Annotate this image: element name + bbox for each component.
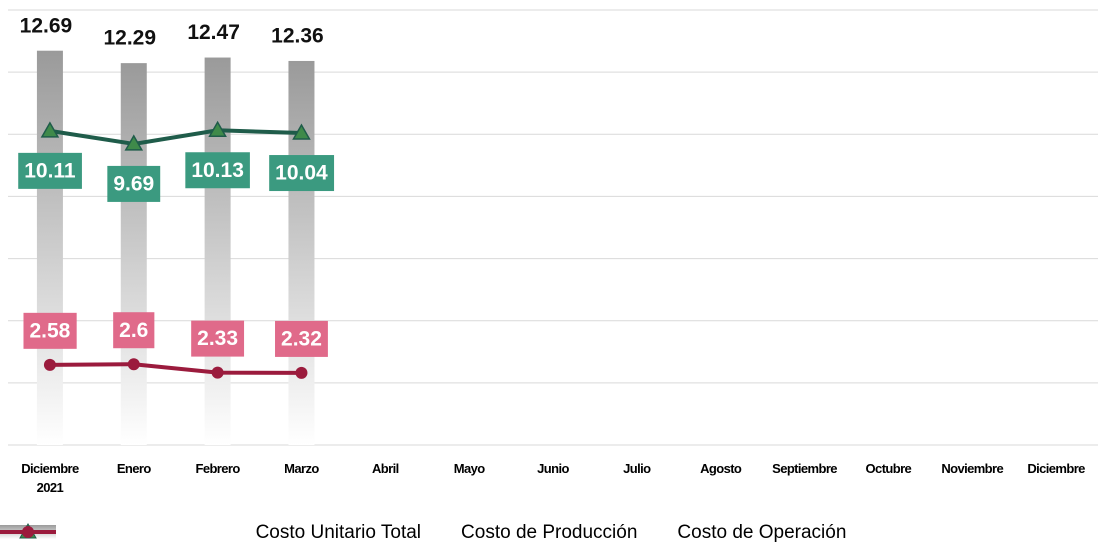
data-label-box (113, 312, 155, 349)
x-tick-label: Octubre (865, 461, 912, 476)
marker (40, 121, 60, 138)
bar (36, 50, 63, 445)
x-tick-label: Marzo (284, 461, 319, 476)
bar (288, 60, 315, 445)
marker (292, 123, 311, 140)
line (49, 362, 302, 375)
data-label-box (185, 152, 250, 189)
x-tick-label: Diciembre 2021 (21, 461, 79, 495)
legend-swatch (0, 526, 56, 538)
marker (124, 134, 144, 151)
legend: Costo Unitario Total Costo de Producción… (0, 522, 1102, 544)
legend-swatch (22, 526, 34, 538)
data-label: 12.47 (187, 21, 240, 44)
data-label: 2.6 (119, 319, 148, 342)
marker (127, 358, 140, 371)
data-label: 10.13 (191, 159, 244, 182)
legend-item: Costo de Operación (0, 522, 847, 544)
legend-item: Costo Unitario Total (0, 522, 422, 544)
data-label: 2.32 (281, 327, 322, 350)
x-tick-label: Diciembre (1027, 461, 1085, 476)
marker (43, 358, 56, 371)
x-tick-label: Abril (371, 461, 399, 476)
data-label-box (18, 152, 82, 189)
data-label: 10.11 (24, 159, 76, 182)
x-tick-label: Julio (623, 461, 651, 476)
x-tick-label: Mayo (453, 461, 485, 476)
legend-item: Costo de Producción (0, 522, 638, 544)
marker (211, 366, 224, 379)
data-label: 12.29 (103, 27, 156, 50)
data-label-box (269, 155, 335, 192)
line (49, 128, 302, 146)
data-label: 2.33 (197, 327, 238, 350)
x-tick-label: Enero (116, 461, 151, 476)
bar (204, 57, 231, 446)
bar (120, 63, 147, 445)
data-label-box (107, 165, 161, 202)
marker (208, 120, 227, 137)
data-label-box (191, 320, 245, 357)
x-tick-label: Febrero (195, 461, 241, 476)
data-label: 12.36 (271, 25, 324, 48)
data-label-box (275, 320, 328, 357)
data-label: 9.69 (113, 172, 154, 195)
x-tick-label: Septiembre (772, 461, 837, 476)
data-label-box (23, 312, 77, 349)
x-tick-label: Agosto (700, 461, 742, 476)
legend-label: Costo de Producción (461, 522, 638, 543)
legend-label: Costo de Operación (677, 522, 847, 543)
x-tick-label: Noviembre (941, 461, 1004, 476)
data-label: 2.58 (29, 319, 70, 342)
legend-label: Costo Unitario Total (255, 522, 422, 543)
marker (295, 366, 308, 379)
data-label: 12.69 (20, 14, 73, 37)
x-tick-label: Junio (537, 461, 569, 476)
data-label: 10.04 (275, 162, 328, 185)
